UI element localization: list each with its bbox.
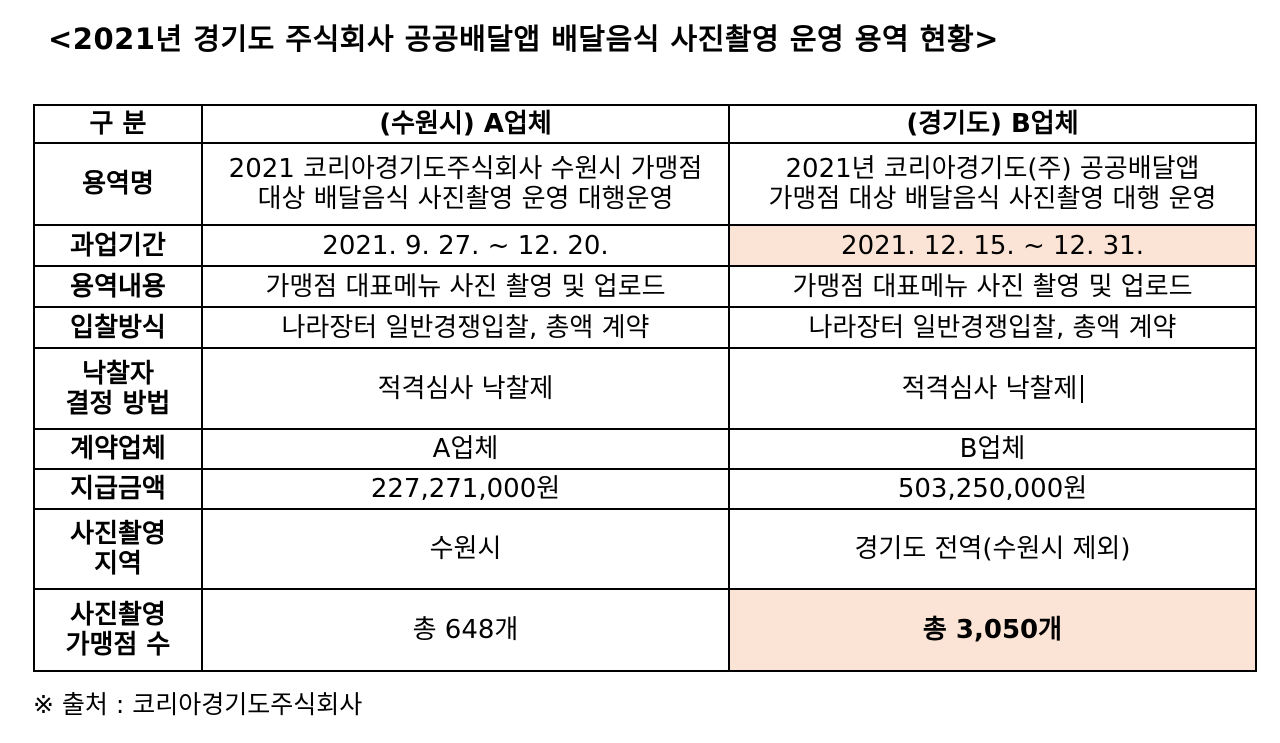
row-label: 용역내용 (33, 265, 203, 308)
cell-company-b: 경기도 전역(수원시 제외) (728, 508, 1257, 590)
label-line: 사진촬영 (70, 600, 166, 630)
row-label: 용역명 (33, 142, 203, 226)
row-label: 과업기간 (33, 224, 203, 267)
row-label: 낙찰자 결정 방법 (33, 347, 203, 430)
cell-company-b: 가맹점 대표메뉴 사진 촬영 및 업로드 (728, 265, 1257, 308)
table-row: 낙찰자 결정 방법 적격심사 낙찰제 적격심사 낙찰제 (33, 347, 1257, 430)
cell-company-a: 총 648개 (201, 588, 730, 672)
cell-company-b: B업체 (728, 428, 1257, 470)
row-label: 지급금액 (33, 468, 203, 510)
table-row: 입찰방식 나라장터 일반경쟁입찰, 총액 계약 나라장터 일반경쟁입찰, 총액 … (33, 306, 1257, 349)
table-row: 사진촬영 지역 수원시 경기도 전역(수원시 제외) (33, 508, 1257, 590)
table-row: 지급금액 227,271,000원 503,250,000원 (33, 468, 1257, 510)
label-line: 사진촬영 (70, 519, 166, 549)
label-line: 낙찰자 (82, 358, 154, 389)
table-row: 사진촬영 가맹점 수 총 648개 총 3,050개 (33, 588, 1257, 672)
cell-company-b: 총 3,050개 (728, 588, 1257, 672)
header-category: 구 분 (33, 104, 203, 144)
table-row: 용역내용 가맹점 대표메뉴 사진 촬영 및 업로드 가맹점 대표메뉴 사진 촬영… (33, 265, 1257, 308)
table-row: 계약업체 A업체 B업체 (33, 428, 1257, 470)
cell-company-a: A업체 (201, 428, 730, 470)
cell-company-b: 적격심사 낙찰제 (728, 347, 1257, 430)
table-row: 용역명 2021 코리아경기도주식회사 수원시 가맹점 대상 배달음식 사진촬영… (33, 142, 1257, 226)
label-line: 가맹점 수 (65, 630, 171, 660)
header-company-b: (경기도) B업체 (728, 104, 1257, 144)
page-title: <2021년 경기도 주식회사 공공배달앱 배달음식 사진촬영 운영 용역 현황… (48, 22, 999, 56)
label-line: 결정 방법 (65, 388, 171, 419)
table-header-row: 구 분 (수원시) A업체 (경기도) B업체 (33, 104, 1257, 144)
cell-line: 2021년 코리아경기도(주) 공공배달앱 (785, 154, 1200, 184)
label-line: 지역 (94, 549, 142, 579)
cell-company-b: 503,250,000원 (728, 468, 1257, 510)
cell-line: 대상 배달음식 사진촬영 운영 대행운영 (257, 184, 674, 214)
row-label: 사진촬영 지역 (33, 508, 203, 590)
cell-company-a: 2021 코리아경기도주식회사 수원시 가맹점 대상 배달음식 사진촬영 운영 … (201, 142, 730, 226)
cell-company-a: 227,271,000원 (201, 468, 730, 510)
service-status-table: 구 분 (수원시) A업체 (경기도) B업체 용역명 2021 코리아경기도주… (33, 104, 1257, 672)
cell-company-a: 나라장터 일반경쟁입찰, 총액 계약 (201, 306, 730, 349)
table-row: 과업기간 2021. 9. 27. ~ 12. 20. 2021. 12. 15… (33, 224, 1257, 267)
cell-line: 가맹점 대상 배달음식 사진촬영 대행 운영 (768, 184, 1217, 214)
row-label: 계약업체 (33, 428, 203, 470)
cell-line: 2021 코리아경기도주식회사 수원시 가맹점 (228, 154, 703, 184)
row-label: 사진촬영 가맹점 수 (33, 588, 203, 672)
header-company-a: (수원시) A업체 (201, 104, 730, 144)
cell-company-b: 2021. 12. 15. ~ 12. 31. (728, 224, 1257, 267)
cell-company-a: 2021. 9. 27. ~ 12. 20. (201, 224, 730, 267)
text-cursor (1081, 375, 1084, 403)
cell-company-b: 나라장터 일반경쟁입찰, 총액 계약 (728, 306, 1257, 349)
cell-text: 적격심사 낙찰제 (901, 373, 1078, 404)
cell-company-a: 수원시 (201, 508, 730, 590)
cell-company-a: 적격심사 낙찰제 (201, 347, 730, 430)
cell-company-a: 가맹점 대표메뉴 사진 촬영 및 업로드 (201, 265, 730, 308)
row-label: 입찰방식 (33, 306, 203, 349)
cell-company-b: 2021년 코리아경기도(주) 공공배달앱 가맹점 대상 배달음식 사진촬영 대… (728, 142, 1257, 226)
source-note: ※ 출처 : 코리아경기도주식회사 (33, 690, 363, 719)
